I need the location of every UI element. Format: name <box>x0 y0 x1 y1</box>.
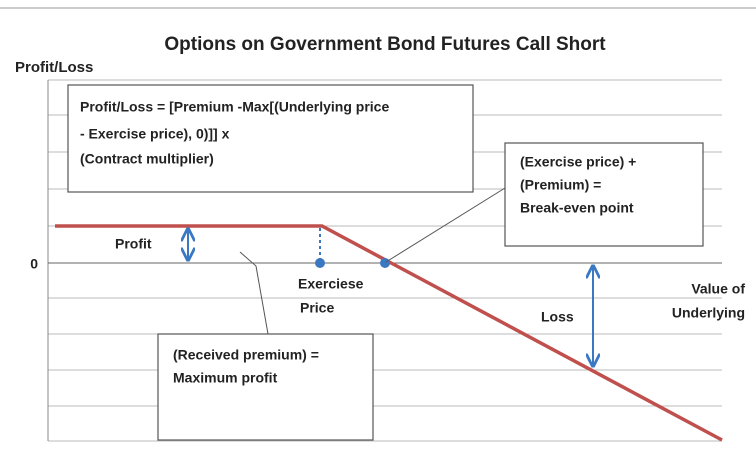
break-even-dot <box>380 258 390 268</box>
box-text: (Received premium) = <box>173 347 319 363</box>
zero-label: 0 <box>30 256 38 272</box>
box-text: (Contract multiplier) <box>80 151 214 167</box>
break-even-box <box>504 142 704 247</box>
payoff-line <box>55 224 723 442</box>
y-axis-label: Profit/Loss <box>15 59 93 76</box>
x-axis-label: Value of <box>691 281 745 297</box>
box-text: - Exercise price), 0)]] x <box>80 126 230 142</box>
box-text: Profit/Loss = [Premium -Max[(Underlying … <box>80 99 389 115</box>
leader-line <box>385 187 506 263</box>
box-text: (Premium) = <box>520 177 601 193</box>
box-text: (Exercise price) + <box>520 154 636 170</box>
loss-label: Loss <box>541 309 574 325</box>
x-axis-label: Underlying <box>672 305 745 321</box>
exercise-label: Exerciese <box>298 276 364 292</box>
exercise-label: Price <box>300 300 334 316</box>
box-text: Maximum profit <box>173 370 278 386</box>
profit-label: Profit <box>115 236 152 252</box>
formula-box <box>67 84 474 193</box>
box-text: Break-even point <box>520 200 634 216</box>
exercise-dot <box>315 258 325 268</box>
leader-line <box>239 251 269 335</box>
title: Options on Government Bond Futures Call … <box>164 34 606 55</box>
max-profit-box <box>157 333 374 441</box>
